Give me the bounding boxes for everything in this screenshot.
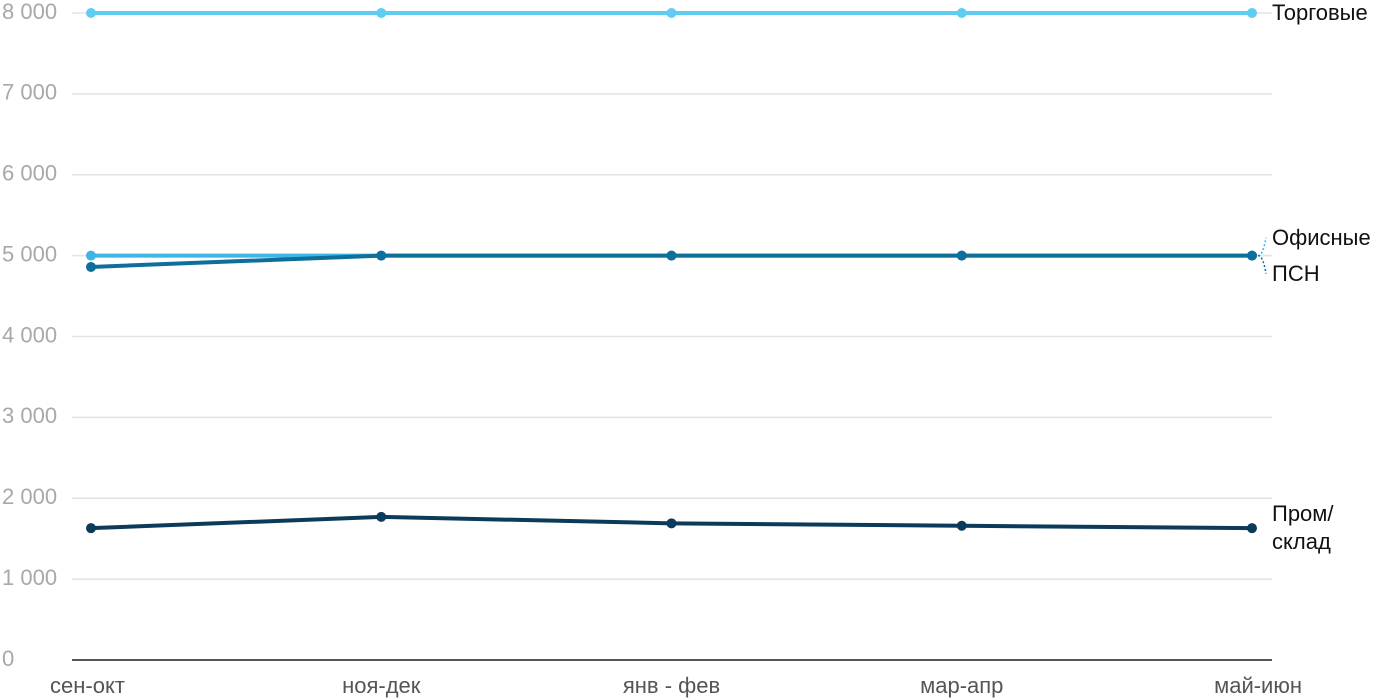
y-tick-label: 6 000 <box>2 161 57 186</box>
x-tick-label: май-июн <box>1214 673 1302 698</box>
y-tick-label: 2 000 <box>2 484 57 509</box>
point <box>1247 8 1257 18</box>
y-tick-label: 8 000 <box>2 0 57 24</box>
point <box>376 8 387 18</box>
point <box>86 523 96 534</box>
point <box>666 518 677 529</box>
series-label: ПСН <box>1272 260 1320 286</box>
point <box>1247 250 1257 261</box>
point <box>376 250 387 261</box>
point <box>956 8 967 18</box>
point <box>86 8 96 18</box>
point <box>956 520 967 531</box>
series-label: Торговые <box>1272 0 1368 25</box>
point <box>666 8 677 18</box>
series-label: Пром/ склад <box>1272 501 1334 555</box>
point <box>956 250 967 261</box>
y-tick-label: 4 000 <box>2 322 57 347</box>
label-leader <box>1257 237 1267 257</box>
y-tick-label: 3 000 <box>2 403 57 428</box>
x-tick-label: янв - фев <box>623 673 720 698</box>
y-tick-label: 0 <box>2 646 14 671</box>
x-tick-label: ноя-дек <box>342 673 421 698</box>
point <box>1247 523 1257 534</box>
series-label: Офисные <box>1272 224 1371 250</box>
y-tick-label: 7 000 <box>2 80 57 105</box>
y-tick-label: 5 000 <box>2 241 57 266</box>
point <box>86 250 96 261</box>
point <box>376 511 387 522</box>
point <box>86 261 96 272</box>
point <box>666 250 677 261</box>
y-tick-label: 1 000 <box>2 565 57 590</box>
label-leader <box>1257 254 1267 274</box>
x-tick-label: мар-апр <box>920 673 1003 698</box>
x-tick-label: сен-окт <box>50 673 125 698</box>
